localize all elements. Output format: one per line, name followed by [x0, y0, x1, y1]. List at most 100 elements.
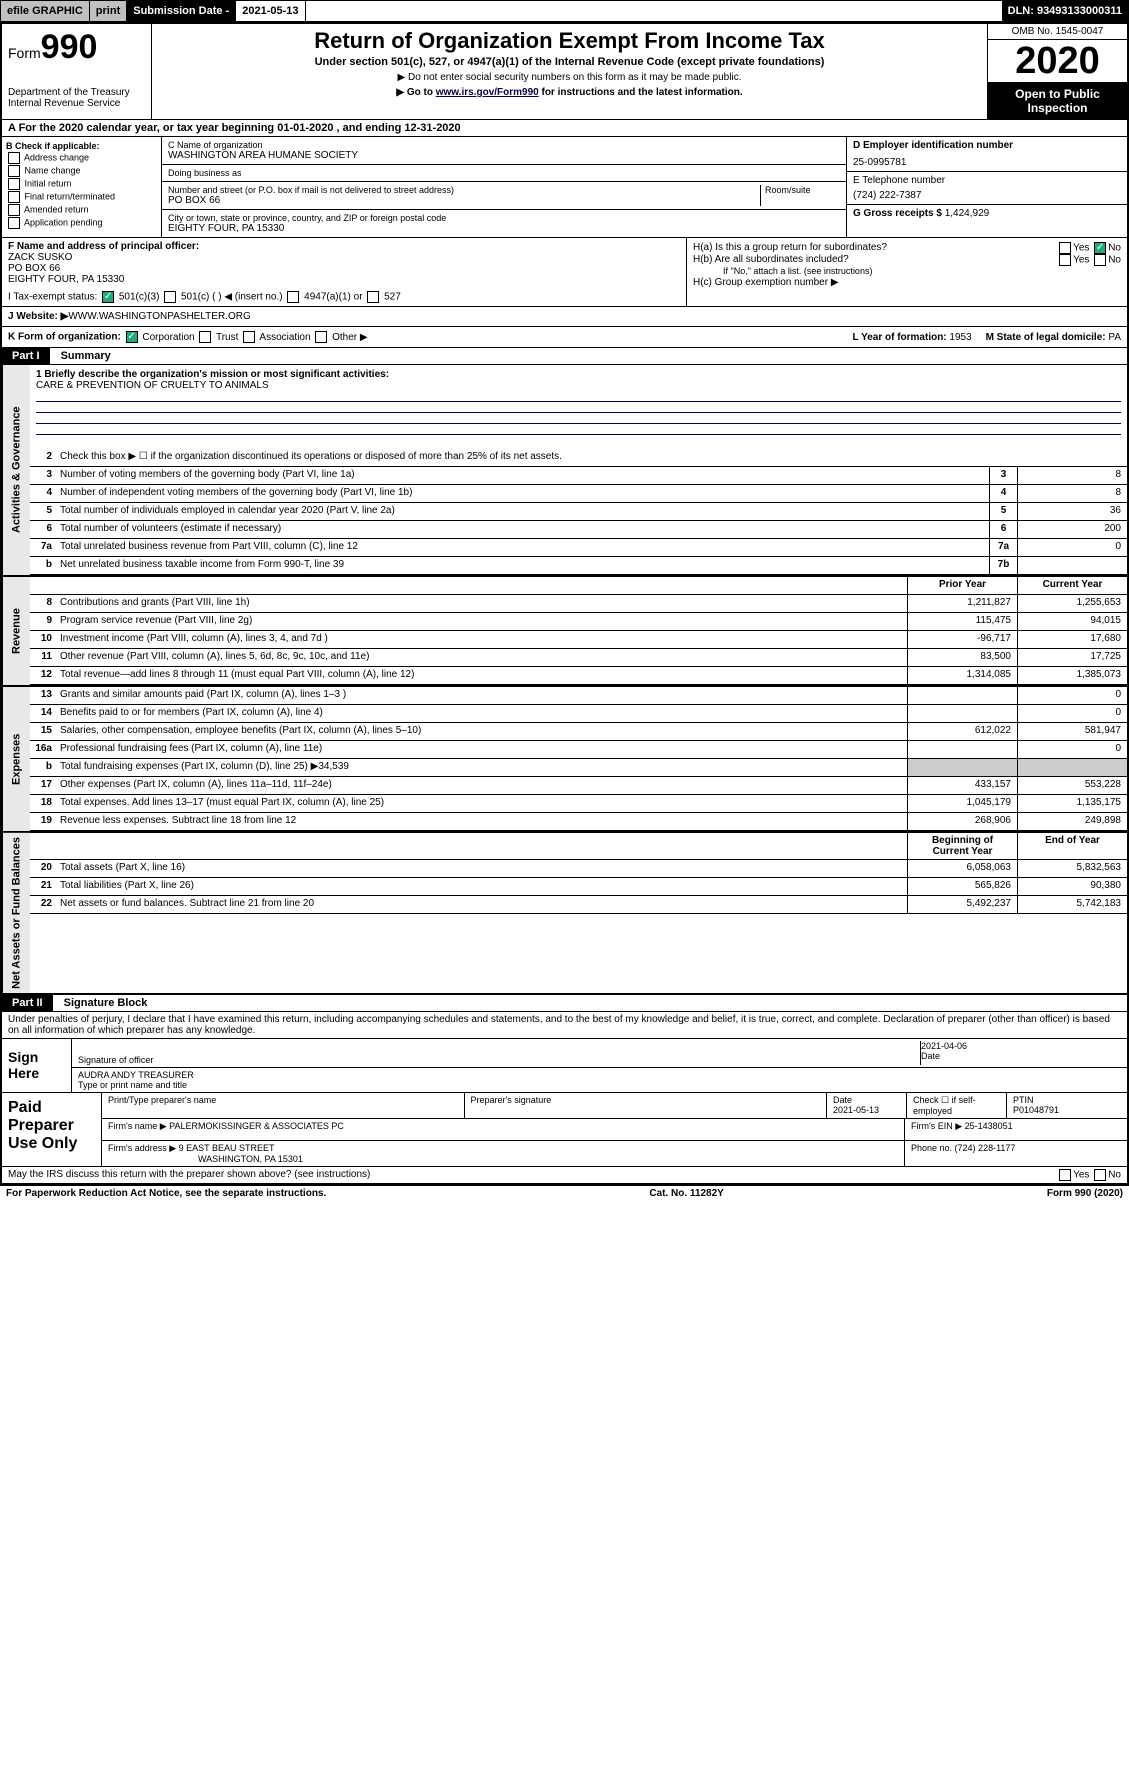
k-label: K Form of organization:	[8, 332, 121, 343]
summary-group: RevenuePrior YearCurrent Year8Contributi…	[2, 577, 1127, 687]
summary-line: 2Check this box ▶ ☐ if the organization …	[30, 449, 1127, 467]
check-527[interactable]	[367, 291, 379, 303]
submission-label: Submission Date -	[127, 1, 236, 21]
summary-line: 14Benefits paid to or for members (Part …	[30, 705, 1127, 723]
form-prefix: Form	[8, 45, 41, 61]
summary-line: 6Total number of volunteers (estimate if…	[30, 521, 1127, 539]
firm-phone: (724) 228-1177	[955, 1143, 1016, 1153]
officer-addr1: PO BOX 66	[8, 263, 680, 274]
prep-date-label: Date	[833, 1095, 900, 1105]
summary-line: 19Revenue less expenses. Subtract line 1…	[30, 813, 1127, 831]
discuss-row: May the IRS discuss this return with the…	[2, 1167, 1127, 1184]
entity-block: B Check if applicable: Address change Na…	[2, 137, 1127, 238]
discuss-yes[interactable]	[1059, 1169, 1071, 1181]
omb-block: OMB No. 1545-0047 2020 Open to Public In…	[987, 24, 1127, 119]
print-button[interactable]: print	[90, 1, 127, 21]
room-label: Room/suite	[765, 185, 840, 195]
firm-addr1: 9 EAST BEAU STREET	[179, 1143, 275, 1153]
governance-group: Activities & Governance1 Briefly describ…	[2, 365, 1127, 577]
sign-here-label: Sign Here	[2, 1039, 72, 1092]
k-option[interactable]: Association	[241, 332, 313, 343]
mission-block: 1 Briefly describe the organization's mi…	[30, 365, 1127, 449]
block-b-option[interactable]: Application pending	[6, 217, 157, 229]
vtab: Net Assets or Fund Balances	[2, 833, 30, 993]
block-b-option[interactable]: Final return/terminated	[6, 191, 157, 203]
k-option[interactable]: Trust	[197, 332, 241, 343]
firm-ein: 25-1438051	[965, 1121, 1013, 1131]
cat-no: Cat. No. 11282Y	[649, 1188, 723, 1199]
officer-addr2: EIGHTY FOUR, PA 15330	[8, 274, 680, 285]
website-row: J Website: ▶ WWW.WASHINGTONPASHELTER.ORG	[2, 307, 1127, 327]
period-row: A For the 2020 calendar year, or tax yea…	[2, 120, 1127, 137]
paid-preparer-label: Paid Preparer Use Only	[2, 1093, 102, 1166]
firm-name: PALERMOKISSINGER & ASSOCIATES PC	[169, 1121, 344, 1131]
discuss-no[interactable]	[1094, 1169, 1106, 1181]
block-b-option[interactable]: Address change	[6, 152, 157, 164]
form-header: Form990 Department of the Treasury Inter…	[2, 24, 1127, 120]
summary-line: 11Other revenue (Part VIII, column (A), …	[30, 649, 1127, 667]
part1-title: Summary	[61, 350, 111, 362]
org-name-label: C Name of organization	[168, 140, 840, 150]
prep-name-label: Print/Type preparer's name	[102, 1093, 465, 1118]
summary-line: 15Salaries, other compensation, employee…	[30, 723, 1127, 741]
summary-group: Expenses13Grants and similar amounts pai…	[2, 687, 1127, 833]
block-b-option[interactable]: Initial return	[6, 178, 157, 190]
state-domicile: PA	[1108, 332, 1121, 343]
addr-label: Number and street (or P.O. box if mail i…	[168, 185, 760, 195]
k-option[interactable]: ✓ Corporation	[124, 332, 198, 343]
part2-bar: Part II Signature Block	[2, 995, 1127, 1012]
summary-line: 16aProfessional fundraising fees (Part I…	[30, 741, 1127, 759]
open-inspection: Open to Public Inspection	[988, 83, 1127, 119]
officer-name: ZACK SUSKO	[8, 252, 680, 263]
year-formation-label: L Year of formation:	[853, 332, 950, 343]
irs-link[interactable]: www.irs.gov/Form990	[436, 87, 539, 98]
discuss-text: May the IRS discuss this return with the…	[8, 1169, 370, 1181]
summary-line: 20Total assets (Part X, line 16)6,058,06…	[30, 860, 1127, 878]
firm-name-label: Firm's name ▶	[108, 1121, 169, 1131]
te-label: I Tax-exempt status:	[8, 292, 97, 303]
hb-yes[interactable]	[1059, 254, 1071, 266]
check-4947[interactable]	[287, 291, 299, 303]
part2-header: Part II	[2, 995, 53, 1011]
hc-line: H(c) Group exemption number ▶	[693, 277, 1121, 288]
block-b-option[interactable]: Name change	[6, 165, 157, 177]
website-label: J Website: ▶	[8, 311, 68, 322]
summary-line: 8Contributions and grants (Part VIII, li…	[30, 595, 1127, 613]
city-label: City or town, state or province, country…	[168, 213, 840, 223]
ha-yes[interactable]	[1059, 242, 1071, 254]
part2-title: Signature Block	[64, 997, 148, 1009]
hb-no[interactable]	[1094, 254, 1106, 266]
summary-line: 10Investment income (Part VIII, column (…	[30, 631, 1127, 649]
sig-name: AUDRA ANDY TREASURER	[78, 1070, 1121, 1080]
form-title: Return of Organization Exempt From Incom…	[162, 28, 977, 54]
vtab: Expenses	[2, 687, 30, 831]
year-formation: 1953	[949, 332, 971, 343]
self-emp-check[interactable]: Check ☐ if self-employed	[907, 1093, 1007, 1118]
block-b-option[interactable]: Amended return	[6, 204, 157, 216]
check-501c[interactable]	[164, 291, 176, 303]
k-option[interactable]: Other ▶	[313, 332, 367, 343]
form-main: Form990 Department of the Treasury Inter…	[0, 22, 1129, 1186]
prep-date: 2021-05-13	[833, 1105, 900, 1115]
tax-year: 2020	[988, 40, 1127, 83]
website-value: WWW.WASHINGTONPASHELTER.ORG	[68, 311, 250, 322]
summary-col-header: Prior YearCurrent Year	[30, 577, 1127, 595]
dept-treasury: Department of the Treasury	[8, 87, 145, 98]
form-subtitle: Under section 501(c), 527, or 4947(a)(1)…	[162, 56, 977, 68]
summary-line: 17Other expenses (Part IX, column (A), l…	[30, 777, 1127, 795]
group-return-block: H(a) Is this a group return for subordin…	[687, 238, 1127, 306]
ha-no[interactable]: ✓	[1094, 242, 1106, 254]
summary-line: bNet unrelated business taxable income f…	[30, 557, 1127, 575]
top-toolbar: efile GRAPHIC print Submission Date - 20…	[0, 0, 1129, 22]
tel-label: E Telephone number	[853, 175, 1121, 186]
summary-line: 4Number of independent voting members of…	[30, 485, 1127, 503]
dln-label: DLN: 93493133000311	[1002, 1, 1128, 21]
officer-row: F Name and address of principal officer:…	[2, 238, 1127, 307]
form-org-row: K Form of organization: ✓ Corporation Tr…	[2, 327, 1127, 348]
summary-line: 22Net assets or fund balances. Subtract …	[30, 896, 1127, 914]
form-id-block: Form990 Department of the Treasury Inter…	[2, 24, 152, 119]
summary-col-header: Beginning of Current YearEnd of Year	[30, 833, 1127, 860]
check-501c3[interactable]: ✓	[102, 291, 114, 303]
sig-date: 2021-04-06	[921, 1041, 1121, 1051]
summary-line: 5Total number of individuals employed in…	[30, 503, 1127, 521]
